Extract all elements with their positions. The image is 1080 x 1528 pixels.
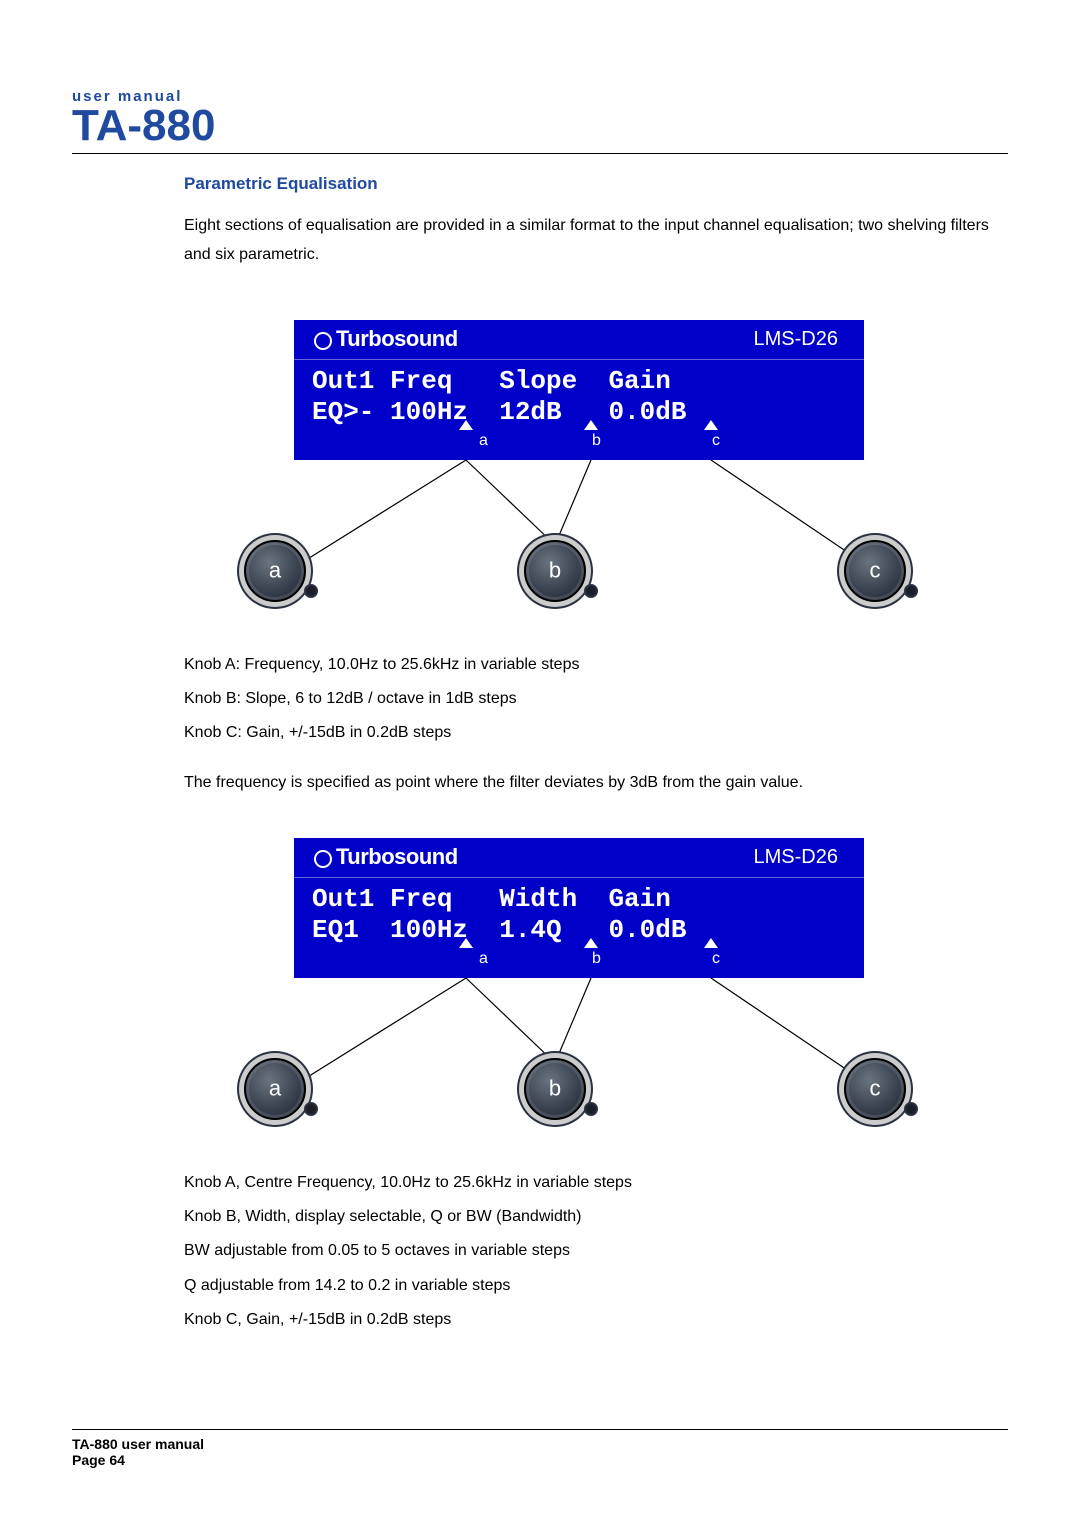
lcd-label-c: c [712, 432, 720, 450]
brand-ring-icon [314, 850, 332, 868]
header-divider [72, 153, 1008, 154]
lcd-label-c: c [712, 950, 720, 968]
knob-a[interactable]: a [244, 540, 306, 602]
section-intro: Eight sections of equalisation are provi… [184, 212, 1008, 270]
lcd-arrow-c [704, 420, 718, 430]
lcd-label-a: a [479, 950, 488, 968]
model-number: TA-880 [72, 101, 1008, 151]
diagram-shelving: Turbosound LMS-D26 Out1 Freq Slope Gain … [244, 320, 924, 620]
lcd-arrow-a [459, 420, 473, 430]
lcd-label-a: a [479, 432, 488, 450]
page-header: user manual TA-880 [72, 88, 1008, 154]
lcd-arrow-b [584, 420, 598, 430]
knob-c-label: c [870, 557, 881, 583]
knob-a-label: a [269, 1075, 281, 1101]
knob-c-label: c [870, 1075, 881, 1101]
knob-tick-icon [304, 584, 318, 598]
lcd-line2: EQ1 100Hz 1.4Q 0.0dB [294, 915, 864, 946]
lcd-line2: EQ>- 100Hz 12dB 0.0dB [294, 397, 864, 428]
diagram1-note-0: Knob A: Frequency, 10.0Hz to 25.6kHz in … [184, 650, 1008, 680]
lcd-arrow-c [704, 938, 718, 948]
lcd-device-model: LMS-D26 [754, 846, 838, 869]
knob-tick-icon [904, 1102, 918, 1116]
lcd-screen-1: Turbosound LMS-D26 Out1 Freq Slope Gain … [294, 320, 864, 460]
diagram2-note-3: Q adjustable from 14.2 to 0.2 in variabl… [184, 1271, 1008, 1301]
lcd-label-b: b [592, 432, 601, 450]
diagram1-note-1: Knob B: Slope, 6 to 12dB / octave in 1dB… [184, 684, 1008, 714]
knob-b[interactable]: b [524, 540, 586, 602]
lcd-brand: Turbosound [336, 326, 458, 352]
lcd-label-b: b [592, 950, 601, 968]
knob-a[interactable]: a [244, 1058, 306, 1120]
knob-tick-icon [904, 584, 918, 598]
page-footer: TA-880 user manual Page 64 [72, 1429, 1008, 1468]
lcd-screen-2: Turbosound LMS-D26 Out1 Freq Width Gain … [294, 838, 864, 978]
knob-c[interactable]: c [844, 540, 906, 602]
diagram2-note-4: Knob C, Gain, +/-15dB in 0.2dB steps [184, 1305, 1008, 1335]
footer-line1: TA-880 user manual [72, 1436, 1008, 1452]
diagram-parametric: Turbosound LMS-D26 Out1 Freq Width Gain … [244, 838, 924, 1138]
knob-tick-icon [304, 1102, 318, 1116]
lcd-device-model: LMS-D26 [754, 328, 838, 351]
knob-tick-icon [584, 1102, 598, 1116]
diagram1-note-2: Knob C: Gain, +/-15dB in 0.2dB steps [184, 718, 1008, 748]
section-title: Parametric Equalisation [184, 174, 1008, 194]
lcd-line1: Out1 Freq Width Gain [294, 878, 864, 915]
footer-line2: Page 64 [72, 1452, 1008, 1468]
brand-ring-icon [314, 332, 332, 350]
footer-divider [72, 1429, 1008, 1430]
diagram2-note-1: Knob B, Width, display selectable, Q or … [184, 1202, 1008, 1232]
knob-b-label: b [549, 557, 561, 583]
knob-tick-icon [584, 584, 598, 598]
lcd-line1: Out1 Freq Slope Gain [294, 360, 864, 397]
lcd-brand: Turbosound [336, 844, 458, 870]
diagram1-footnote: The frequency is specified as point wher… [184, 769, 1008, 798]
diagram2-note-0: Knob A, Centre Frequency, 10.0Hz to 25.6… [184, 1168, 1008, 1198]
knob-b[interactable]: b [524, 1058, 586, 1120]
lcd-arrow-a [459, 938, 473, 948]
knob-c[interactable]: c [844, 1058, 906, 1120]
knob-a-label: a [269, 557, 281, 583]
knob-b-label: b [549, 1075, 561, 1101]
lcd-arrow-b [584, 938, 598, 948]
diagram2-note-2: BW adjustable from 0.05 to 5 octaves in … [184, 1236, 1008, 1266]
